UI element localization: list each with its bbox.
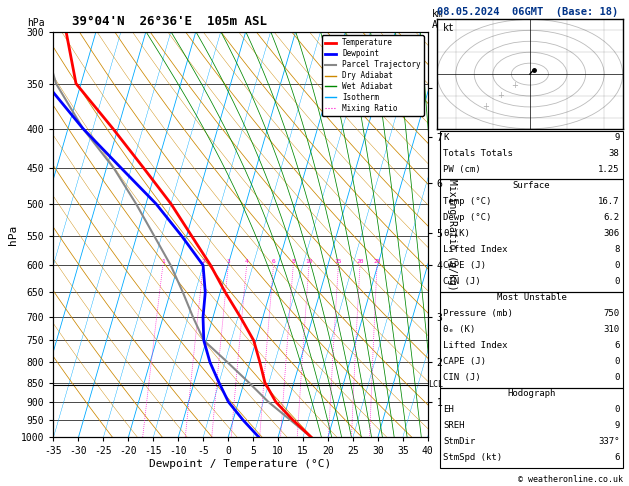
Text: Dewp (°C): Dewp (°C): [443, 213, 492, 222]
Text: Lifted Index: Lifted Index: [443, 245, 508, 254]
Legend: Temperature, Dewpoint, Parcel Trajectory, Dry Adiabat, Wet Adiabat, Isotherm, Mi: Temperature, Dewpoint, Parcel Trajectory…: [321, 35, 424, 116]
Text: Pressure (mb): Pressure (mb): [443, 309, 513, 318]
Text: 3: 3: [226, 259, 230, 264]
Text: 25: 25: [374, 259, 381, 264]
Text: 750: 750: [603, 309, 620, 318]
Text: StmSpd (kt): StmSpd (kt): [443, 453, 503, 463]
Text: 8: 8: [614, 245, 620, 254]
Text: 306: 306: [603, 229, 620, 238]
Text: 0: 0: [614, 405, 620, 415]
Text: CAPE (J): CAPE (J): [443, 357, 486, 366]
Text: 0: 0: [614, 373, 620, 382]
Text: +: +: [497, 91, 504, 101]
Text: 1: 1: [161, 259, 165, 264]
Text: 310: 310: [603, 325, 620, 334]
Text: 16.7: 16.7: [598, 197, 620, 206]
Text: 0: 0: [614, 277, 620, 286]
Text: 1.25: 1.25: [598, 165, 620, 174]
Text: K: K: [443, 133, 449, 142]
Text: km: km: [431, 9, 443, 19]
Text: 337°: 337°: [598, 437, 620, 447]
Text: 10: 10: [305, 259, 313, 264]
Y-axis label: Mixing Ratio (g/kg): Mixing Ratio (g/kg): [447, 179, 457, 290]
Text: 39°04'N  26°36'E  105m ASL: 39°04'N 26°36'E 105m ASL: [72, 15, 267, 28]
Text: 6: 6: [272, 259, 276, 264]
Text: 0: 0: [614, 357, 620, 366]
Text: © weatheronline.co.uk: © weatheronline.co.uk: [518, 474, 623, 484]
Text: Most Unstable: Most Unstable: [496, 293, 567, 302]
Text: 15: 15: [335, 259, 342, 264]
Text: 6.2: 6.2: [603, 213, 620, 222]
Text: Totals Totals: Totals Totals: [443, 149, 513, 158]
Text: 6: 6: [614, 341, 620, 350]
Text: Hodograph: Hodograph: [508, 389, 555, 399]
Text: Lifted Index: Lifted Index: [443, 341, 508, 350]
Text: SREH: SREH: [443, 421, 465, 431]
Text: +: +: [511, 81, 518, 89]
Text: θₑ (K): θₑ (K): [443, 325, 476, 334]
Text: 2: 2: [201, 259, 205, 264]
Text: 4: 4: [245, 259, 248, 264]
Text: ASL: ASL: [431, 19, 449, 30]
Text: 20: 20: [356, 259, 364, 264]
Text: 9: 9: [614, 421, 620, 431]
Text: +: +: [482, 103, 489, 111]
Text: θₑ(K): θₑ(K): [443, 229, 470, 238]
Text: LCL: LCL: [428, 380, 443, 389]
Text: StmDir: StmDir: [443, 437, 476, 447]
Text: 9: 9: [614, 133, 620, 142]
Text: 38: 38: [609, 149, 620, 158]
Text: Temp (°C): Temp (°C): [443, 197, 492, 206]
Text: 8: 8: [291, 259, 295, 264]
Text: CIN (J): CIN (J): [443, 277, 481, 286]
X-axis label: Dewpoint / Temperature (°C): Dewpoint / Temperature (°C): [150, 459, 331, 469]
Text: 6: 6: [614, 453, 620, 463]
Text: PW (cm): PW (cm): [443, 165, 481, 174]
Text: EH: EH: [443, 405, 454, 415]
Y-axis label: hPa: hPa: [8, 225, 18, 244]
Text: 08.05.2024  06GMT  (Base: 18): 08.05.2024 06GMT (Base: 18): [437, 7, 618, 17]
Text: 0: 0: [614, 261, 620, 270]
Text: Surface: Surface: [513, 181, 550, 190]
Text: CAPE (J): CAPE (J): [443, 261, 486, 270]
Text: CIN (J): CIN (J): [443, 373, 481, 382]
Text: kt: kt: [443, 23, 455, 33]
Text: hPa: hPa: [27, 17, 45, 28]
